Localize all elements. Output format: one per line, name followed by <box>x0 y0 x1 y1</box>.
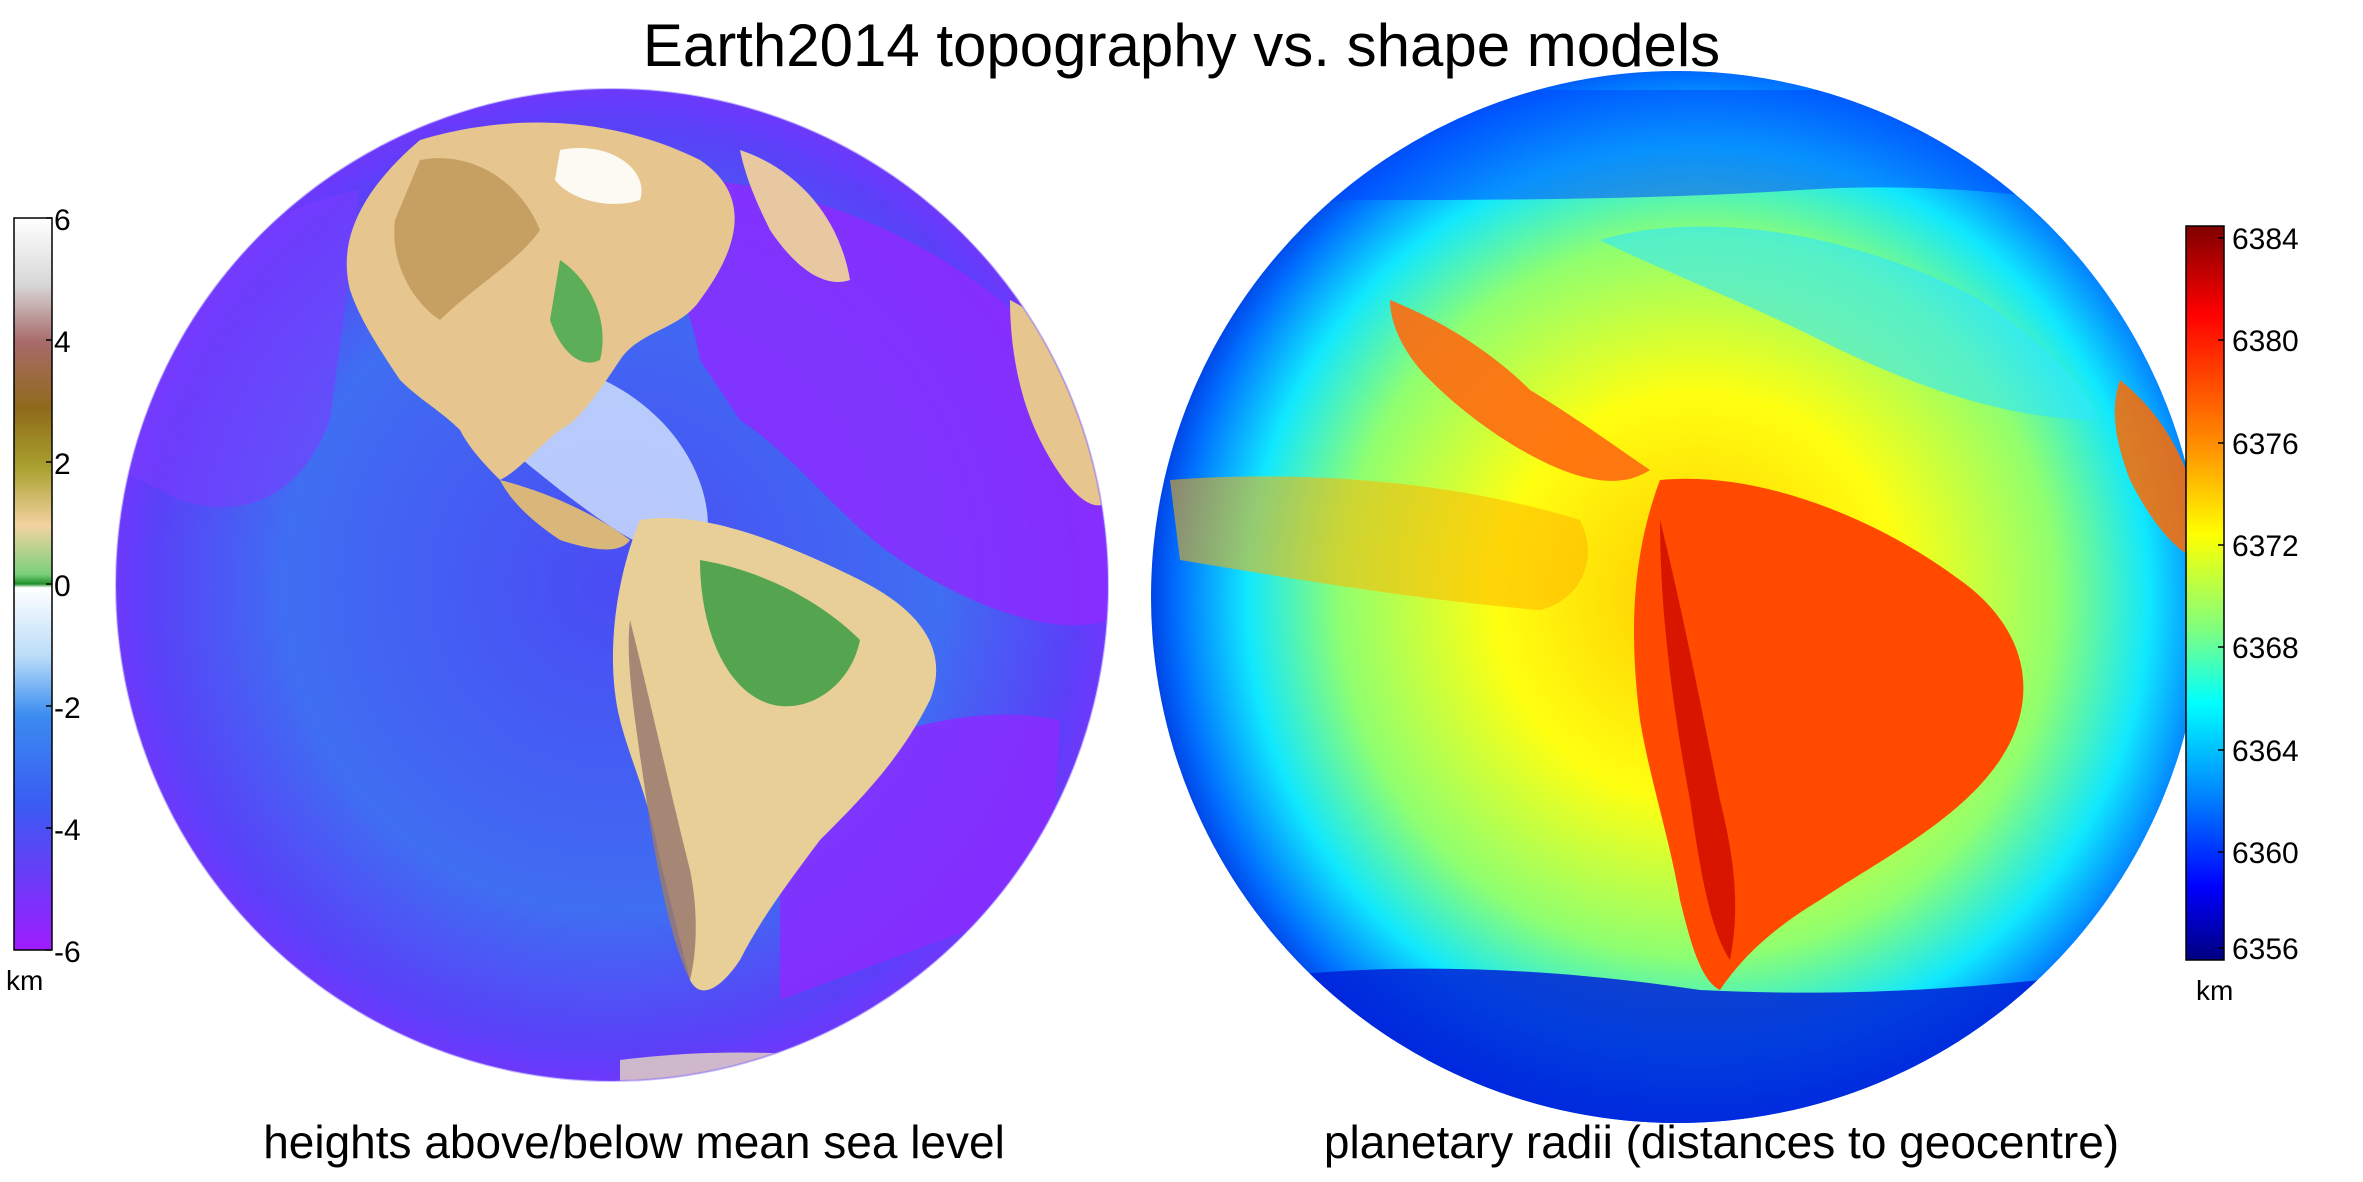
colorbar-tick: 6380 <box>2232 325 2299 358</box>
colorbar-tick: 6384 <box>2232 223 2299 256</box>
colorbar-tick: 6 <box>54 204 71 237</box>
colorbar-scale-right <box>2185 225 2225 961</box>
right-panel-caption: planetary radii (distances to geocentre) <box>1323 1116 2120 1168</box>
figure-title: Earth2014 topography vs. shape models <box>642 12 1721 79</box>
colorbar-tick: 6376 <box>2232 428 2299 461</box>
colorbar-tick: 0 <box>54 570 71 603</box>
colorbar-unit: km <box>2196 975 2233 1006</box>
radii-globe <box>1151 71 2203 1123</box>
colorbar-tick: 2 <box>54 448 71 481</box>
colorbar-tick: -2 <box>54 692 81 725</box>
colorbar-tick: 6360 <box>2232 837 2299 870</box>
colorbar-tick: -4 <box>54 814 81 847</box>
colorbar-tick: 6364 <box>2232 735 2299 768</box>
colorbar-tick: -6 <box>54 936 81 969</box>
colorbar-tick: 4 <box>54 326 71 359</box>
colorbar-tick: 6372 <box>2232 530 2299 563</box>
radii-colorbar: 6384 6380 6376 6372 6368 6364 6360 6356 … <box>2185 223 2299 1006</box>
left-panel-caption: heights above/below mean sea level <box>263 1116 1005 1168</box>
topography-colorbar: 6 4 2 0 -2 -4 -6 km <box>6 204 81 996</box>
colorbar-tick: 6368 <box>2232 632 2299 665</box>
colorbar-tick: 6356 <box>2232 933 2299 966</box>
colorbar-scale-left <box>13 217 53 951</box>
colorbar-unit: km <box>6 965 43 996</box>
topography-globe <box>115 88 1109 1082</box>
